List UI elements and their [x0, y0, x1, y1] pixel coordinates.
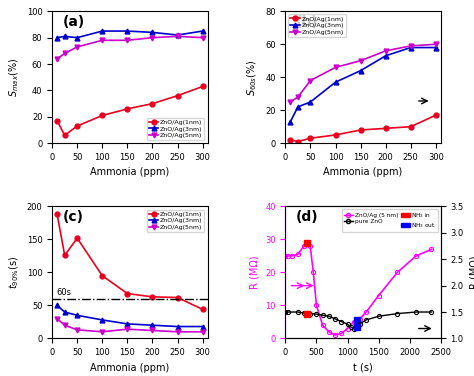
ZnO/Ag(1nm) [433, 113, 438, 117]
Legend: ZnO/Ag(1nm), ZnO/Ag(3nm), ZnO/Ag(5nm): ZnO/Ag(1nm), ZnO/Ag(3nm), ZnO/Ag(5nm) [147, 210, 204, 232]
ZnO/Ag(3nm) [150, 30, 155, 35]
Text: (a): (a) [63, 15, 85, 29]
ZnO/Ag(1nm) [55, 118, 60, 123]
ZnO/Ag(1nm) [295, 139, 301, 144]
ZnO/Ag(1nm) [74, 124, 80, 128]
ZnO/Ag(5nm) [125, 38, 130, 42]
Y-axis label: $S_{max}$(%): $S_{max}$(%) [8, 58, 21, 97]
ZnO/Ag(3nm) [383, 53, 389, 58]
Text: 60s: 60s [56, 288, 71, 297]
ZnO/Ag(3nm) [408, 45, 414, 50]
ZnO/Ag(3nm) [100, 318, 105, 322]
ZnO/Ag(3nm) [308, 100, 313, 104]
Line: ZnO/Ag(5nm): ZnO/Ag(5nm) [55, 316, 205, 334]
ZnO/Ag(1nm) [150, 102, 155, 106]
ZnO/Ag(5nm) [358, 59, 364, 63]
ZnO/Ag(5nm) [150, 35, 155, 40]
ZnO/Ag(3nm) [55, 35, 60, 40]
Line: ZnO/Ag(5nm): ZnO/Ag(5nm) [288, 42, 438, 105]
ZnO/Ag(5nm) [383, 49, 389, 53]
Legend: ZnO/Ag(1nm), ZnO/Ag(3nm), ZnO/Ag(5nm): ZnO/Ag(1nm), ZnO/Ag(3nm), ZnO/Ag(5nm) [147, 118, 204, 140]
Y-axis label: R (MΩ): R (MΩ) [249, 256, 259, 289]
ZnO/Ag(1nm) [100, 113, 105, 118]
ZnO/Ag(1nm) [288, 138, 293, 142]
ZnO/Ag(1nm) [200, 307, 205, 312]
ZnO/Ag(3nm) [62, 34, 67, 39]
ZnO/Ag(5nm) [55, 316, 60, 321]
ZnO/Ag(5nm) [333, 65, 338, 70]
ZnO/Ag(5nm) [100, 329, 105, 334]
ZnO/Ag(5nm) [308, 78, 313, 83]
X-axis label: Ammonia (ppm): Ammonia (ppm) [90, 167, 170, 177]
ZnO/Ag(5nm) [175, 34, 181, 39]
ZnO/Ag(1nm) [100, 273, 105, 278]
ZnO/Ag(5nm) [295, 95, 301, 99]
ZnO/Ag(1nm) [150, 294, 155, 299]
X-axis label: t (s): t (s) [353, 363, 373, 373]
Line: ZnO/Ag(3nm): ZnO/Ag(3nm) [55, 303, 205, 329]
ZnO/Ag(1nm) [333, 133, 338, 137]
Text: (d): (d) [296, 211, 319, 224]
ZnO/Ag(5nm) [408, 44, 414, 48]
Line: ZnO/Ag(1nm): ZnO/Ag(1nm) [288, 113, 438, 144]
ZnO/Ag(3nm) [62, 310, 67, 314]
ZnO/Ag(3nm) [288, 120, 293, 124]
ZnO/Ag(3nm) [200, 324, 205, 329]
Legend: ZnO/Ag(1nm), ZnO/Ag(3nm), ZnO/Ag(5nm): ZnO/Ag(1nm), ZnO/Ag(3nm), ZnO/Ag(5nm) [289, 14, 346, 37]
ZnO/Ag(3nm) [200, 29, 205, 33]
ZnO/Ag(5nm) [74, 45, 80, 49]
Text: (b): (b) [296, 15, 319, 29]
ZnO/Ag(1nm) [200, 84, 205, 89]
ZnO/Ag(1nm) [175, 295, 181, 300]
ZnO/Ag(5nm) [200, 35, 205, 40]
ZnO/Ag(3nm) [125, 29, 130, 33]
Line: ZnO/Ag(3nm): ZnO/Ag(3nm) [55, 29, 205, 40]
ZnO/Ag(1nm) [55, 212, 60, 217]
ZnO/Ag(3nm) [295, 105, 301, 109]
ZnO/Ag(5nm) [55, 56, 60, 61]
ZnO/Ag(5nm) [200, 329, 205, 334]
ZnO/Ag(3nm) [74, 313, 80, 318]
ZnO/Ag(5nm) [150, 328, 155, 333]
ZnO/Ag(1nm) [74, 236, 80, 240]
Text: (c): (c) [63, 211, 84, 224]
ZnO/Ag(1nm) [408, 124, 414, 129]
ZnO/Ag(1nm) [175, 94, 181, 98]
Y-axis label: $t_{90\%}$(s): $t_{90\%}$(s) [8, 256, 21, 289]
Line: ZnO/Ag(1nm): ZnO/Ag(1nm) [55, 84, 205, 138]
ZnO/Ag(3nm) [175, 33, 181, 37]
Line: ZnO/Ag(3nm): ZnO/Ag(3nm) [288, 45, 438, 124]
ZnO/Ag(3nm) [74, 35, 80, 40]
ZnO/Ag(3nm) [55, 303, 60, 308]
ZnO/Ag(1nm) [62, 133, 67, 138]
Y-axis label: $S_{60s}$(%): $S_{60s}$(%) [246, 59, 259, 96]
ZnO/Ag(5nm) [175, 329, 181, 334]
ZnO/Ag(5nm) [62, 323, 67, 327]
ZnO/Ag(5nm) [74, 327, 80, 332]
X-axis label: Ammonia (ppm): Ammonia (ppm) [323, 167, 403, 177]
Y-axis label: R (MΩ): R (MΩ) [469, 256, 474, 289]
ZnO/Ag(3nm) [333, 80, 338, 85]
Line: ZnO/Ag(5nm): ZnO/Ag(5nm) [55, 34, 205, 61]
ZnO/Ag(3nm) [358, 68, 364, 73]
ZnO/Ag(5nm) [433, 42, 438, 47]
ZnO/Ag(5nm) [125, 327, 130, 331]
ZnO/Ag(3nm) [150, 323, 155, 327]
X-axis label: Ammonia (ppm): Ammonia (ppm) [90, 363, 170, 373]
ZnO/Ag(1nm) [308, 136, 313, 141]
ZnO/Ag(3nm) [175, 324, 181, 329]
ZnO/Ag(1nm) [62, 253, 67, 258]
ZnO/Ag(5nm) [62, 51, 67, 56]
ZnO/Ag(1nm) [125, 107, 130, 111]
ZnO/Ag(1nm) [383, 126, 389, 130]
ZnO/Ag(3nm) [433, 45, 438, 50]
ZnO/Ag(1nm) [125, 291, 130, 296]
Legend: ZnO/Ag (5 nm), pure ZnO, NH$_3$ in, NH$_3$ out: ZnO/Ag (5 nm), pure ZnO, NH$_3$ in, NH$_… [342, 209, 438, 232]
ZnO/Ag(3nm) [100, 29, 105, 33]
ZnO/Ag(3nm) [125, 321, 130, 326]
Line: ZnO/Ag(1nm): ZnO/Ag(1nm) [55, 212, 205, 312]
ZnO/Ag(5nm) [100, 38, 105, 42]
ZnO/Ag(5nm) [288, 100, 293, 104]
ZnO/Ag(1nm) [358, 128, 364, 132]
